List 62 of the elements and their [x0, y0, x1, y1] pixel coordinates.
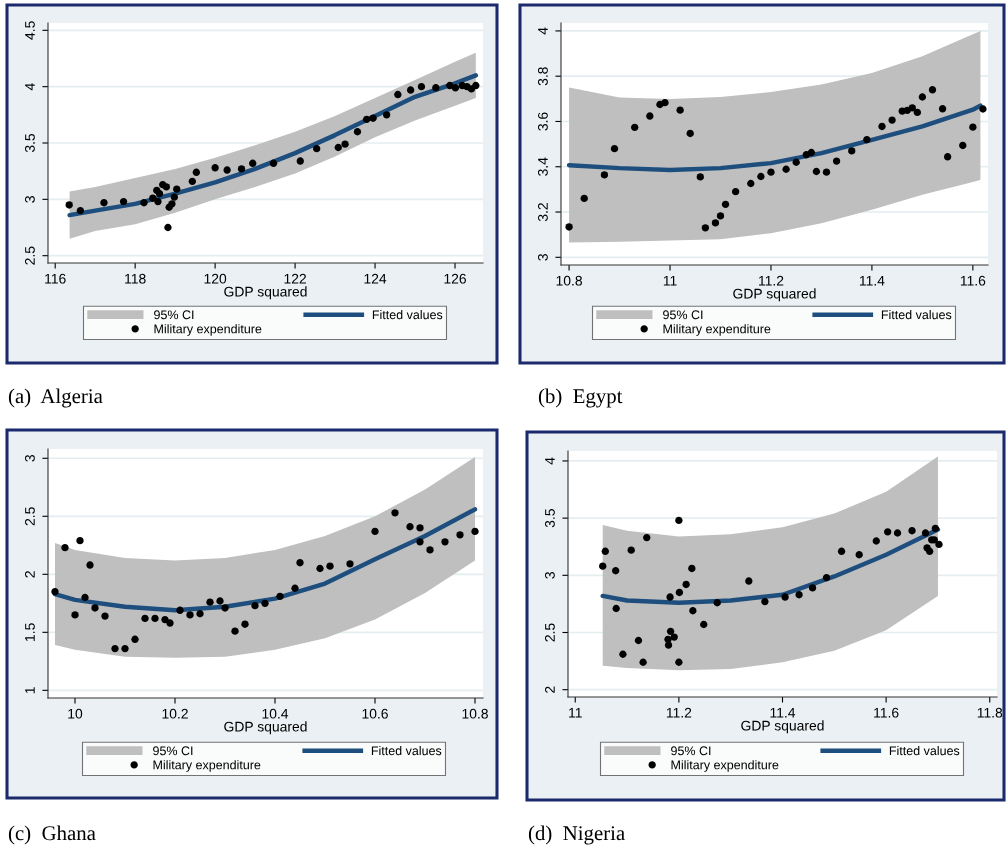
x-tick-label: 11.4 — [770, 707, 796, 718]
x-axis-title: GDP squared — [733, 288, 816, 302]
x-tick-label: 116 — [45, 273, 66, 284]
x-tick-label: 11 — [569, 707, 582, 718]
y-tick-label: 2 — [545, 686, 555, 693]
y-tick-label: 1 — [25, 687, 35, 694]
y-tick-label: 3 — [25, 196, 35, 203]
y-tick-label: 3.4 — [538, 157, 548, 176]
legend-label: Military expenditure — [154, 324, 262, 336]
y-tick-label: 3.6 — [538, 112, 548, 131]
x-tick-label: 126 — [444, 273, 466, 284]
x-tick-label: 124 — [364, 273, 387, 284]
y-tick-label: 4 — [545, 457, 555, 465]
y-tick-label: 2 — [25, 571, 35, 578]
y-tick-label: 4 — [538, 27, 548, 35]
x-tick-label: 120 — [204, 273, 227, 284]
text: (a) Algeria — [8, 388, 103, 408]
x-tick-label: 118 — [125, 273, 146, 284]
text: 95% CI — [154, 310, 194, 320]
y-tick-label: 2.5 — [25, 507, 35, 526]
y-tick-label: 3.5 — [545, 509, 555, 528]
y-tick-label: 2.5 — [545, 623, 555, 642]
legend-label: Military expenditure — [153, 760, 261, 772]
x-tick-label: 10 — [68, 708, 83, 719]
x-axis-title: GDP squared — [224, 721, 307, 735]
legend-label: Fitted values — [371, 746, 442, 756]
legend-label: Military expenditure — [671, 760, 779, 772]
x-tick-label: 11.6 — [960, 275, 986, 286]
x-tick-label: 11.4 — [859, 275, 885, 286]
x-tick-label: 11.2 — [666, 707, 692, 718]
x-axis-title: GDP squared — [741, 720, 824, 734]
x-tick-label: 11.6 — [874, 707, 899, 718]
y-tick-label: 3 — [545, 572, 555, 579]
text: (c) Ghana — [8, 825, 96, 845]
text: (b) Egypt — [538, 388, 623, 408]
text: 95% CI — [153, 746, 193, 756]
legend-label: Military expenditure — [663, 324, 771, 336]
text: (d) Nigeria — [528, 825, 625, 845]
y-tick-label: 1.5 — [25, 623, 35, 641]
x-tick-label: 10.2 — [162, 708, 188, 719]
x-axis-title: GDP squared — [224, 286, 307, 300]
legend-label: Fitted values — [881, 310, 952, 320]
y-tick-label: 3.8 — [538, 67, 548, 86]
y-tick-label: 2.5 — [25, 246, 35, 265]
x-tick-label: 10.8 — [462, 708, 488, 719]
legend-label: Fitted values — [889, 746, 960, 756]
text: 95% CI — [671, 746, 711, 756]
x-tick-label: 122 — [284, 273, 306, 284]
x-tick-label: 11.8 — [977, 707, 1003, 718]
y-tick-label: 3 — [25, 455, 35, 462]
x-tick-label: 10.6 — [362, 708, 388, 719]
text: 95% CI — [663, 310, 703, 320]
y-tick-label: 3 — [538, 254, 548, 261]
legend-label: Fitted values — [372, 310, 443, 320]
x-tick-label: 10.4 — [262, 708, 289, 719]
y-tick-label: 3.5 — [25, 133, 35, 153]
x-tick-label: 10.8 — [556, 275, 582, 286]
y-tick-label: 4.5 — [25, 21, 35, 40]
y-tick-label: 4 — [25, 83, 35, 91]
x-tick-label: 11 — [663, 275, 677, 286]
y-tick-label: 3.2 — [538, 203, 548, 222]
x-tick-label: 11.2 — [759, 275, 784, 286]
